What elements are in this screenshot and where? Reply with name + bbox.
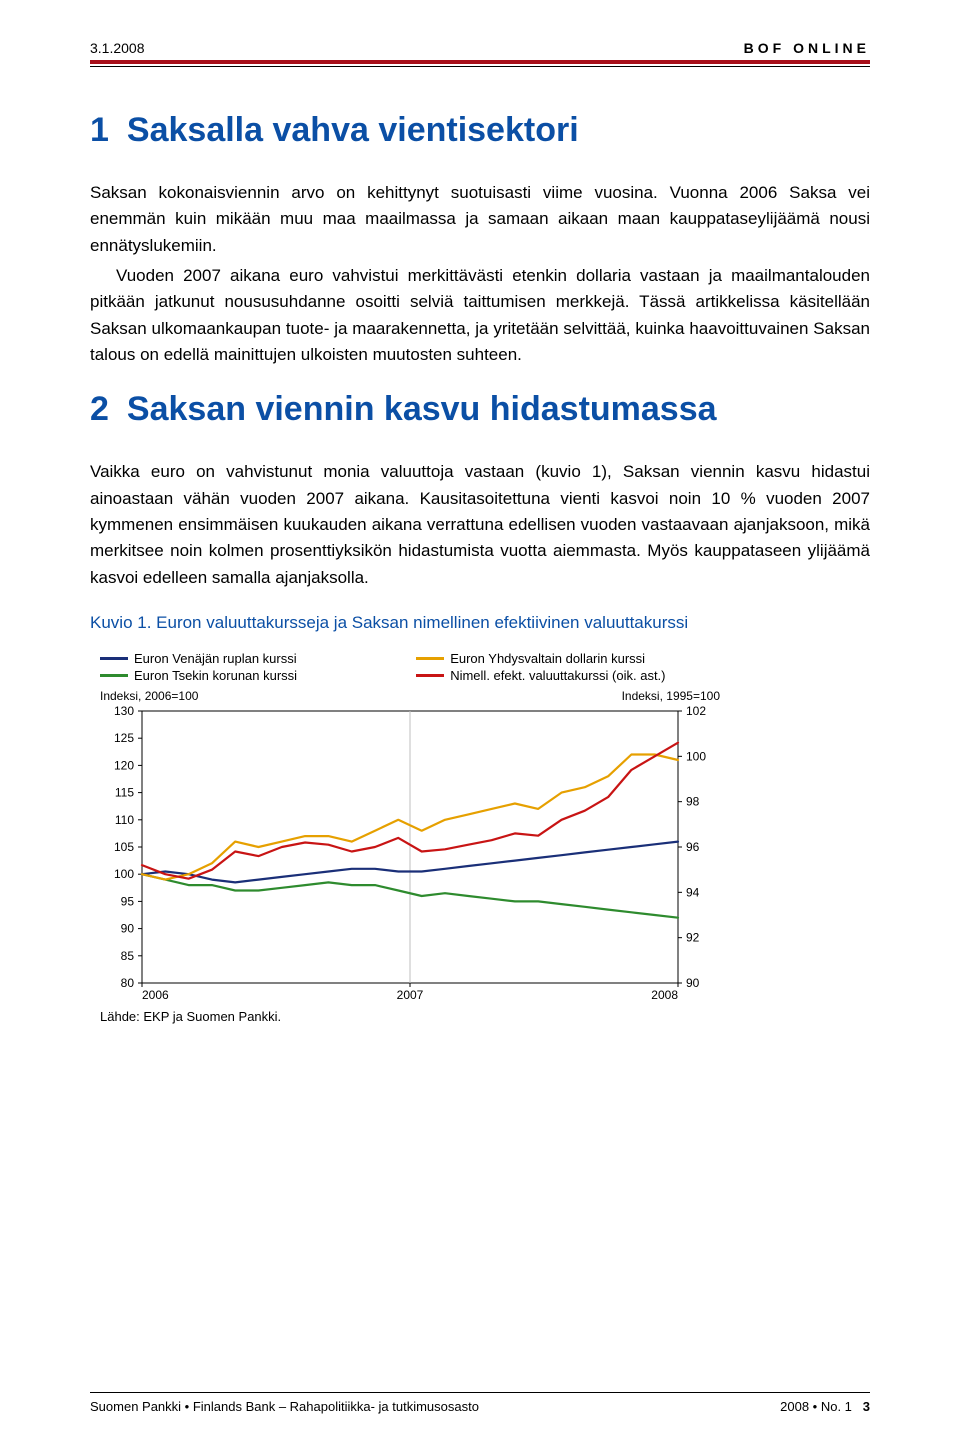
- svg-text:102: 102: [686, 705, 706, 718]
- legend-swatch-neer: [416, 674, 444, 677]
- svg-text:90: 90: [686, 976, 700, 990]
- page-header: 3.1.2008 BOF ONLINE: [90, 40, 870, 56]
- legend-item-rub: Euron Venäjän ruplan kurssi: [100, 651, 404, 666]
- chart-svg: 80 85 90 95 100 105 110 115 120 125 130 90 92 94 96 98 1…: [100, 705, 720, 1005]
- legend-item-czk: Euron Tsekin korunan kurssi: [100, 668, 404, 683]
- svg-text:2007: 2007: [397, 988, 424, 1002]
- axis-labels-row: Indeksi, 2006=100 Indeksi, 1995=100: [100, 689, 720, 703]
- section2-title: Saksan viennin kasvu hidastumassa: [127, 390, 717, 428]
- svg-text:125: 125: [114, 731, 134, 745]
- legend-item-neer: Nimell. efekt. valuuttakurssi (oik. ast.…: [416, 668, 720, 683]
- header-date: 3.1.2008: [90, 40, 145, 56]
- svg-text:95: 95: [121, 895, 135, 909]
- legend-label-rub: Euron Venäjän ruplan kurssi: [134, 651, 297, 666]
- legend-item-usd: Euron Yhdysvaltain dollarin kurssi: [416, 651, 720, 666]
- footer-right: 2008 • No. 1 3: [780, 1399, 870, 1414]
- header-rule-red: [90, 60, 870, 64]
- legend-label-neer: Nimell. efekt. valuuttakurssi (oik. ast.…: [450, 668, 665, 683]
- chart-container: Euron Venäjän ruplan kurssi Euron Yhdysv…: [100, 651, 720, 1024]
- svg-text:2006: 2006: [142, 988, 169, 1002]
- svg-text:92: 92: [686, 931, 700, 945]
- svg-text:120: 120: [114, 759, 134, 773]
- section1-para2: Vuoden 2007 aikana euro vahvistui merkit…: [90, 263, 870, 368]
- svg-text:100: 100: [686, 749, 706, 763]
- svg-text:115: 115: [115, 786, 134, 800]
- legend-label-czk: Euron Tsekin korunan kurssi: [134, 668, 297, 683]
- page-footer: Suomen Pankki • Finlands Bank – Rahapoli…: [90, 1392, 870, 1414]
- section2-number: 2: [90, 390, 109, 428]
- svg-text:2008: 2008: [651, 988, 678, 1002]
- footer-left: Suomen Pankki • Finlands Bank – Rahapoli…: [90, 1399, 479, 1414]
- figure-caption: Kuvio 1. Euron valuuttakursseja ja Saksa…: [90, 613, 870, 633]
- svg-text:110: 110: [115, 813, 134, 827]
- legend-swatch-usd: [416, 657, 444, 660]
- footer-issue: 2008 • No. 1: [780, 1399, 852, 1414]
- legend-swatch-rub: [100, 657, 128, 660]
- right-axis-label: Indeksi, 1995=100: [622, 689, 720, 703]
- section1-title: Saksalla vahva vientisektori: [127, 111, 579, 149]
- svg-text:130: 130: [114, 705, 134, 718]
- chart-legend: Euron Venäjän ruplan kurssi Euron Yhdysv…: [100, 651, 720, 683]
- svg-text:100: 100: [114, 867, 134, 881]
- left-axis-label: Indeksi, 2006=100: [100, 689, 198, 703]
- svg-text:90: 90: [121, 922, 135, 936]
- header-rule-black: [90, 66, 870, 67]
- section2-para1: Vaikka euro on vahvistunut monia valuutt…: [90, 459, 870, 591]
- legend-swatch-czk: [100, 674, 128, 677]
- svg-text:96: 96: [686, 840, 700, 854]
- section1-para1: Saksan kokonaisviennin arvo on kehittyny…: [90, 180, 870, 259]
- chart-source: Lähde: EKP ja Suomen Pankki.: [100, 1009, 720, 1024]
- svg-text:80: 80: [121, 976, 135, 990]
- legend-label-usd: Euron Yhdysvaltain dollarin kurssi: [450, 651, 645, 666]
- footer-page: 3: [863, 1399, 870, 1414]
- header-title: BOF ONLINE: [744, 40, 870, 56]
- section1-number: 1: [90, 111, 109, 149]
- svg-text:105: 105: [114, 840, 134, 854]
- svg-text:94: 94: [686, 885, 700, 899]
- svg-text:85: 85: [121, 949, 135, 963]
- section2-heading: 2 Saksan viennin kasvu hidastumassa: [90, 390, 870, 429]
- svg-text:98: 98: [686, 795, 700, 809]
- section1-heading: 1 Saksalla vahva vientisektori: [90, 111, 870, 150]
